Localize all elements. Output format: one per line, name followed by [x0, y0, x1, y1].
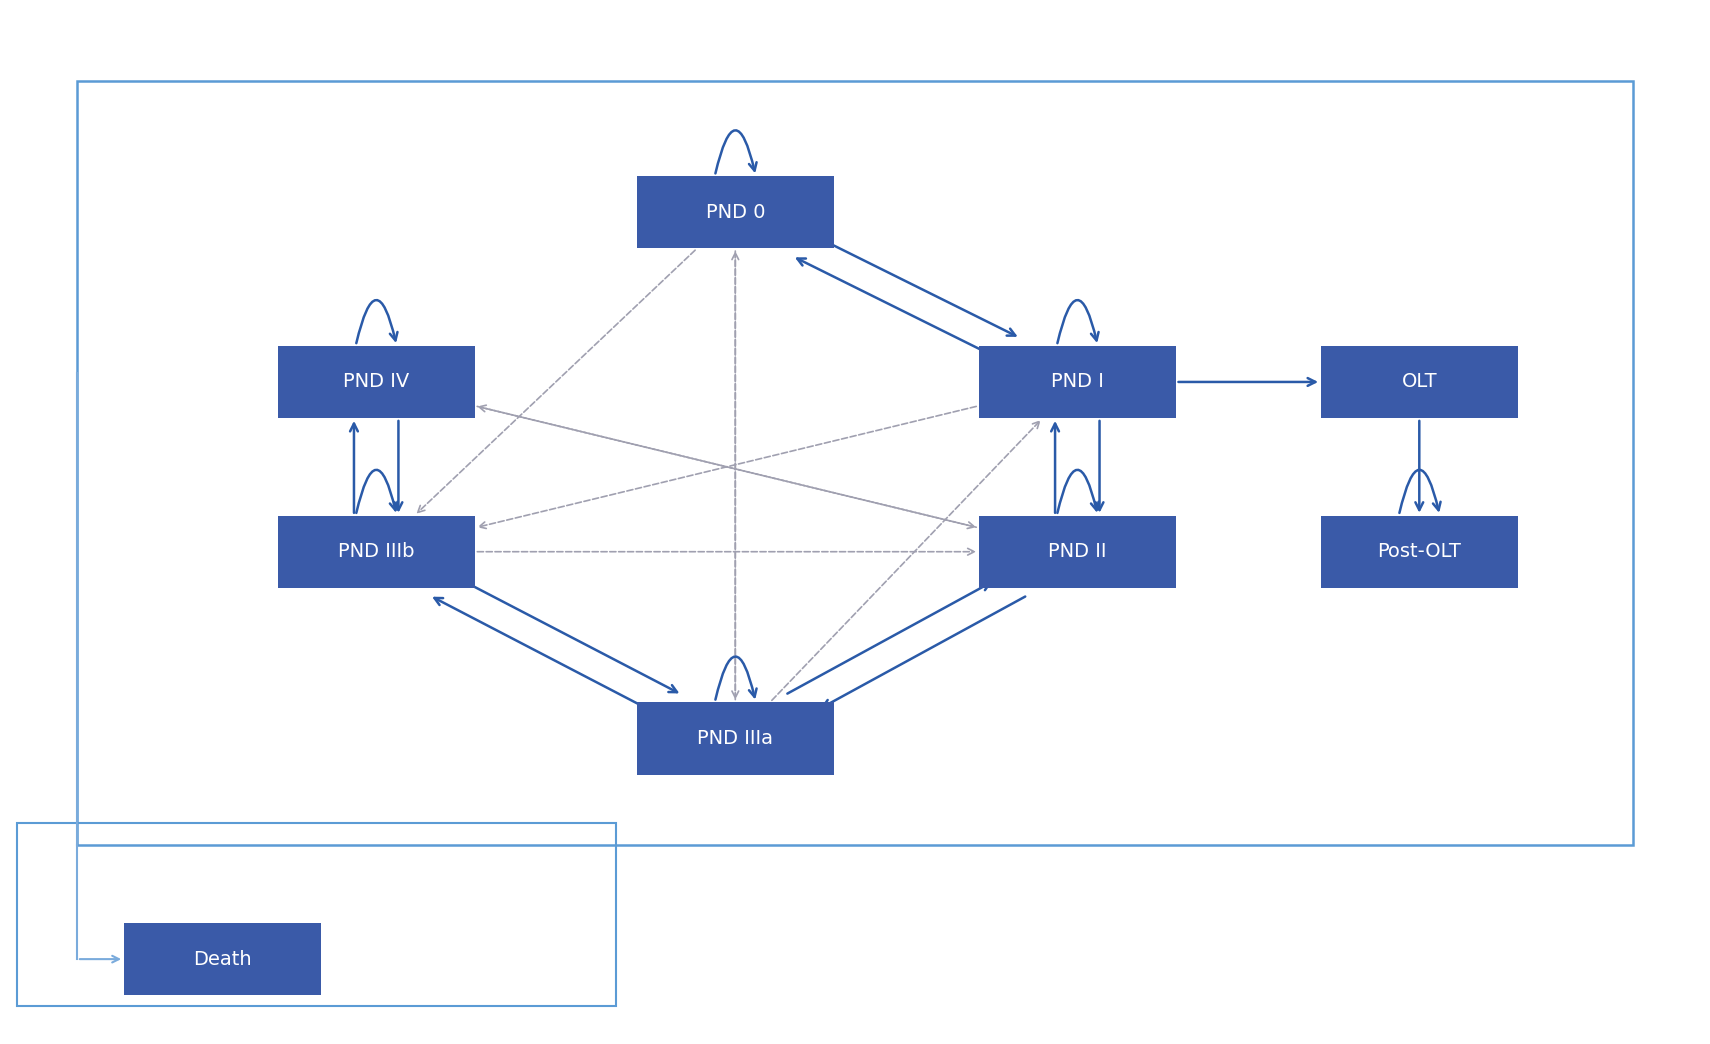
FancyBboxPatch shape [1320, 346, 1518, 418]
FancyBboxPatch shape [636, 176, 834, 248]
FancyBboxPatch shape [125, 923, 321, 995]
Text: PND IIIb: PND IIIb [339, 542, 414, 562]
Text: Post-OLT: Post-OLT [1377, 542, 1462, 562]
FancyBboxPatch shape [277, 516, 475, 588]
Bar [17, 824, 616, 1005]
Text: PND I: PND I [1052, 373, 1103, 392]
Text: PND II: PND II [1048, 542, 1106, 562]
Text: OLT: OLT [1402, 373, 1436, 392]
Text: PND IIIa: PND IIIa [698, 729, 773, 748]
Text: PND 0: PND 0 [706, 203, 764, 221]
Text: Death: Death [193, 950, 251, 969]
FancyBboxPatch shape [978, 346, 1176, 418]
FancyBboxPatch shape [636, 703, 834, 775]
Text: PND IV: PND IV [344, 373, 409, 392]
FancyBboxPatch shape [978, 516, 1176, 588]
Bar [77, 80, 1633, 845]
FancyBboxPatch shape [1320, 516, 1518, 588]
FancyBboxPatch shape [277, 346, 475, 418]
